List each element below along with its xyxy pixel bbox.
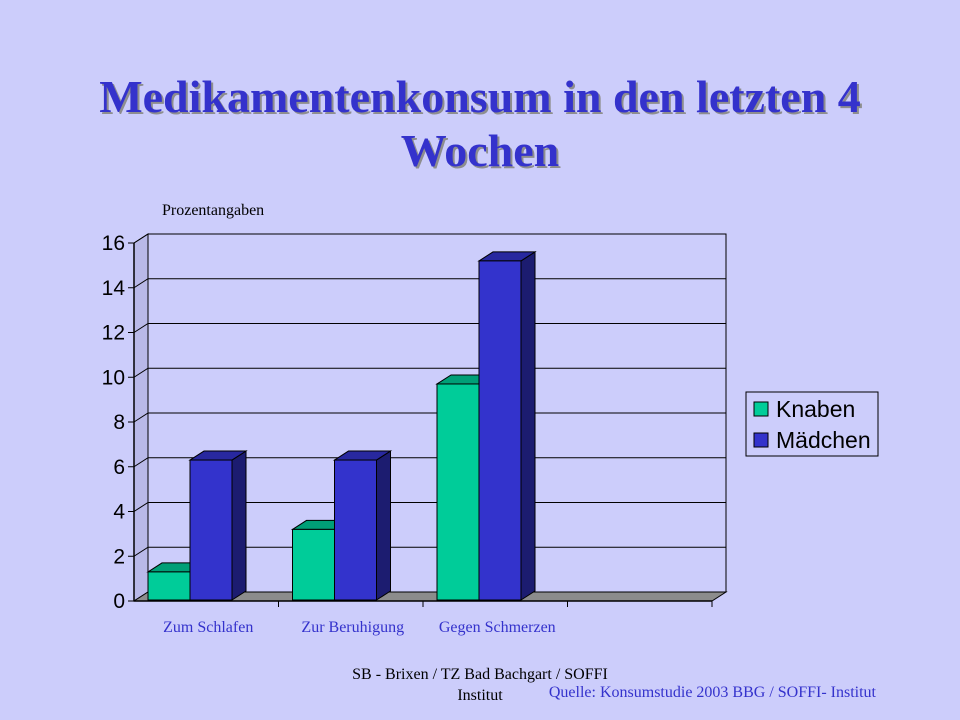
y-tick-label: 16 — [102, 232, 125, 255]
x-tick-label: Gegen Schmerzen — [439, 619, 556, 636]
y-tick-label: 4 — [113, 501, 125, 524]
bar-front — [189, 459, 233, 601]
legend-swatch — [753, 432, 769, 448]
y-tick-label: 14 — [102, 277, 126, 300]
x-axis-labels: Zum Schlafen Zur Beruhigung Gegen Schmerze… — [163, 601, 713, 636]
x-tick-label: Zur Beruhigung — [301, 619, 404, 636]
y-tick-label: 12 — [102, 322, 125, 345]
bar-side — [376, 450, 391, 601]
bar-mdchen-1 — [188, 450, 248, 601]
bar-front — [292, 528, 335, 601]
legend-label: Mädchen — [776, 427, 871, 453]
bars — [146, 250, 537, 601]
footer-source: Quelle: Konsumstudie 2003 BBG / SOFFI- I… — [548, 684, 876, 701]
y-tick-label: 0 — [113, 590, 125, 613]
bar-side — [231, 450, 247, 601]
bar-front — [478, 260, 522, 601]
legend-swatch — [753, 401, 769, 417]
bar-mdchen-3 — [477, 250, 537, 601]
legend: Knaben Mädchen — [745, 391, 879, 457]
y-tick-label: 6 — [113, 456, 125, 479]
bar-front — [147, 571, 191, 601]
y-tick-label: 8 — [113, 411, 125, 434]
bar-front — [334, 459, 377, 601]
y-axis-label: Prozentangaben — [162, 202, 265, 219]
gridline — [133, 233, 726, 244]
bar-front — [436, 383, 480, 601]
bar-side — [520, 250, 536, 601]
x-tick-label: Zum Schlafen — [163, 619, 253, 636]
chart-floor — [132, 591, 728, 602]
y-axis: 0 2 4 6 8 10 12 14 16 — [102, 232, 135, 613]
bar-mdchen-2 — [332, 450, 393, 601]
page-title: Medikamentenkonsum in den letzten 4 Woch… — [99, 71, 861, 176]
legend-label: Knaben — [776, 396, 855, 422]
footer-credit: SB - Brixen / TZ Bad Bachgart / SOFFI In… — [352, 666, 608, 704]
y-tick-label: 2 — [113, 545, 125, 568]
y-tick-label: 10 — [102, 366, 125, 389]
